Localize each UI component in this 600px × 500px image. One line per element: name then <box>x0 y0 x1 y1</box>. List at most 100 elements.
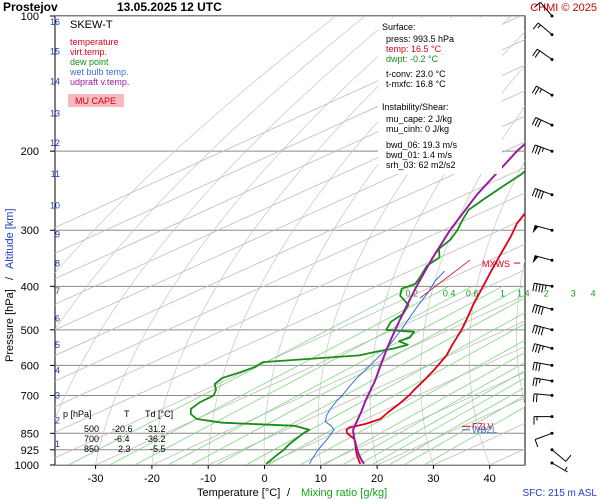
wind-barb-full <box>531 85 537 94</box>
table-row-1-td: -36.2 <box>145 434 166 444</box>
wind-barb-full <box>541 284 544 293</box>
wind-barb-full <box>534 439 539 448</box>
y-axis-title-2: Altitude [km] <box>4 208 16 269</box>
wind-barb-half <box>541 345 544 351</box>
legend-temperature: temperature <box>70 37 119 47</box>
altitude-tick-label: 14 <box>50 77 60 87</box>
instability-mucinh: mu_cinh: 0 J/kg <box>386 124 449 134</box>
dry-adiabat <box>562 16 600 465</box>
x-tick-label: 40 <box>484 473 496 485</box>
mixing-ratio-label: 2 <box>544 288 549 298</box>
mixing-ratio-line <box>323 352 525 465</box>
table-row-1-p: 700 <box>84 434 99 444</box>
wind-barb-staff <box>551 462 568 473</box>
credit-text: CHMI © 2025 <box>530 2 597 14</box>
mixing-ratio-label: 3 <box>571 288 576 298</box>
wind-barb <box>532 343 554 354</box>
table-row-0-t: -20.6 <box>112 424 133 434</box>
wind-barb <box>531 85 554 97</box>
altitude-tick-label: 12 <box>50 138 60 148</box>
wind-barb-staff <box>537 22 553 35</box>
table-row-0-td: -31.2 <box>145 424 166 434</box>
x-tick-label: 10 <box>315 473 327 485</box>
wind-barb-full <box>537 306 541 315</box>
wind-barb-staff <box>540 1 553 17</box>
wind-barb-full <box>537 146 542 155</box>
x-tick-label: 30 <box>427 473 439 485</box>
dry-adiabat <box>263 16 512 465</box>
altitude-tick-label: 7 <box>55 286 60 296</box>
x-axis-title: Temperature [°C] <box>197 487 280 499</box>
wind-barb-full <box>534 118 539 127</box>
table-row-0-p: 500 <box>84 424 99 434</box>
dry-adiabat <box>55 16 337 274</box>
table-header-td: Td [°C] <box>145 409 173 419</box>
wind-barb-half <box>537 24 541 29</box>
wind-barb-staff <box>537 48 553 60</box>
dry-adiabat <box>95 16 424 465</box>
wind-barb <box>550 461 568 473</box>
dry-adiabat <box>207 16 483 465</box>
mixing-ratio-label: 0.4 <box>443 288 456 298</box>
wind-barb-full <box>534 305 538 314</box>
wbzl-label: WBZL <box>472 425 497 435</box>
wind-barb-full <box>532 304 536 313</box>
wind-barb-full <box>537 326 541 335</box>
wind-barb-full <box>531 144 536 153</box>
wind-barb-full <box>537 190 542 199</box>
dry-adiabat <box>420 105 525 465</box>
x-tick-label: -20 <box>144 473 160 485</box>
wind-barb-full <box>534 145 539 154</box>
altitude-tick-label: 9 <box>55 230 60 240</box>
mixing-ratio-label: 0.6 <box>466 288 479 298</box>
wind-barb <box>533 415 554 425</box>
wind-barb-full <box>532 48 538 56</box>
isotherm-line <box>55 167 525 382</box>
instability-heading: Instability/Shear: <box>382 102 449 112</box>
series-udpraft-v-temp <box>352 142 525 465</box>
wind-barb <box>534 431 554 448</box>
wind-barb <box>550 448 572 462</box>
wind-barb-full <box>531 117 537 125</box>
wind-barb-full <box>532 324 536 334</box>
wind-barb-full <box>537 119 542 128</box>
legend-dew-point: dew point <box>70 57 109 67</box>
wind-barb-staff <box>534 432 553 440</box>
isotherm-line <box>55 243 525 459</box>
mu-cape-badge: MU CAPE <box>75 96 116 106</box>
chart-label: SKEW-T <box>70 19 113 31</box>
surface-tmxfc: t-mxfc: 16.8 °C <box>386 79 446 89</box>
pressure-tick-label: 400 <box>21 281 39 293</box>
surface-heading: Surface: <box>382 22 416 32</box>
wind-barb-full <box>565 454 572 462</box>
dry-adiabat <box>516 258 525 407</box>
wind-barb-full <box>534 325 538 334</box>
table-header-t: T <box>124 409 130 419</box>
wind-barb-full <box>535 378 538 387</box>
wind-barb-full <box>540 327 544 336</box>
altitude-tick-label: 4 <box>55 366 60 376</box>
dry-adiabat <box>55 16 366 330</box>
wind-barb-pennant <box>532 225 539 234</box>
wind-barb <box>532 282 554 293</box>
altitude-tick-label: 11 <box>51 169 60 179</box>
pressure-tick-label: 925 <box>21 445 39 457</box>
series-wet-bulb-temp <box>309 270 445 464</box>
mixing-ratio-line <box>109 285 450 465</box>
isotherm-line <box>55 90 525 305</box>
dry-adiabats-layer <box>55 16 600 465</box>
isotherm-line <box>208 320 525 465</box>
pressure-tick-label: 500 <box>21 325 39 337</box>
mxws-guide <box>419 259 471 299</box>
mixing-ratio-label: 1 <box>500 288 505 298</box>
wind-barb <box>531 117 554 128</box>
x-tick-label: 20 <box>371 473 383 485</box>
mixing-ratio-line <box>371 377 525 465</box>
altitude-tick-label: 3 <box>55 390 60 400</box>
mixing-ratio-label: 4 <box>591 288 596 298</box>
datetime-title: 13.05.2025 12 UTC <box>117 0 222 14</box>
mixing-ratio-label: 1.4 <box>517 288 530 298</box>
wind-barb-full <box>535 362 538 371</box>
